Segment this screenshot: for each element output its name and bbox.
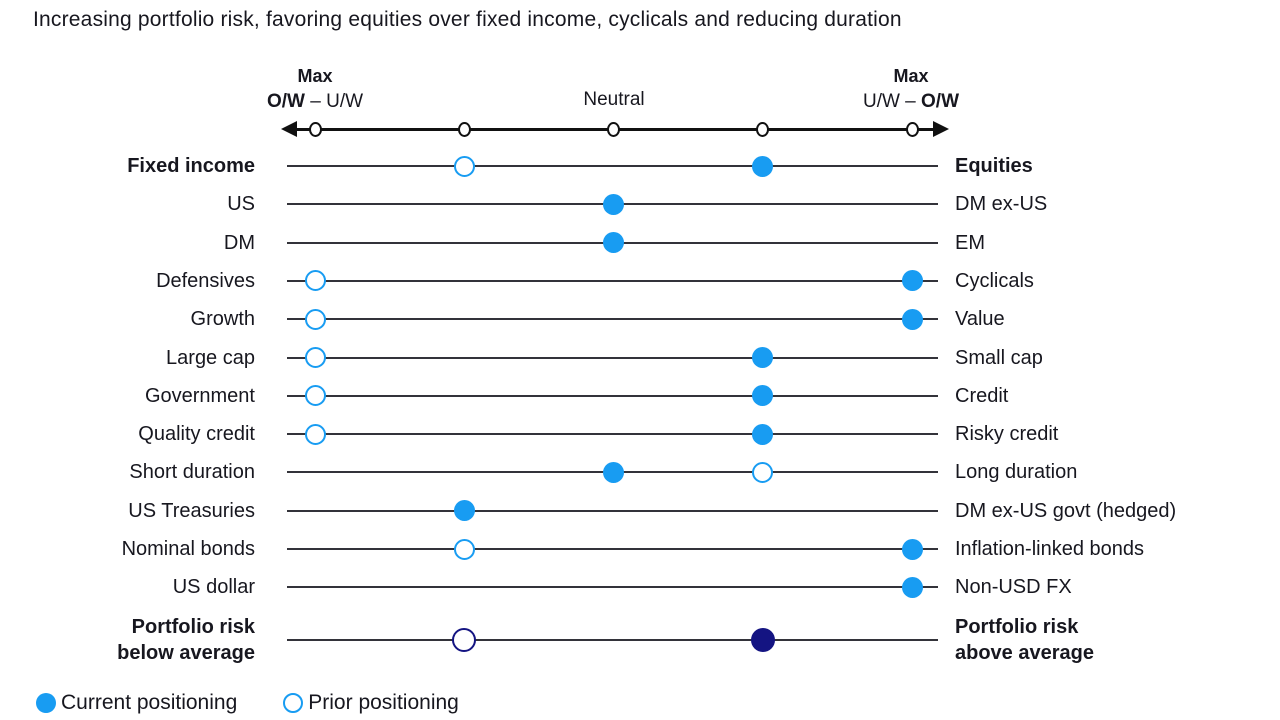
- axis-label-left-scale: O/W – U/W: [266, 91, 364, 112]
- row-label-right: DM ex-US govt (hedged): [955, 499, 1177, 522]
- legend-item-current: Current positioning: [36, 691, 237, 715]
- row-line: [287, 548, 938, 550]
- axis-tick-circle: [607, 122, 620, 137]
- row-line: [287, 318, 938, 321]
- prior-dot: [304, 347, 326, 368]
- current-dot: [603, 232, 624, 254]
- prior-dot: [304, 385, 326, 407]
- legend-current-label: Current positioning: [61, 691, 238, 714]
- row-label-right: Equities: [955, 155, 1033, 177]
- row-label-right: Cyclicals: [955, 269, 1034, 292]
- row-label-right: Risky credit: [955, 423, 1059, 446]
- current-dot: [752, 423, 774, 445]
- prior-dot: [304, 308, 326, 330]
- current-dot: [901, 270, 923, 292]
- axis-arrow-right-icon: [933, 120, 949, 137]
- axis-label-right-max: Max: [893, 66, 929, 86]
- legend: Current positioning Prior positioning: [36, 691, 459, 715]
- legend-item-prior: Prior positioning: [283, 691, 459, 715]
- current-dot-icon: [36, 693, 56, 713]
- row-label-right: EM: [955, 231, 985, 254]
- current-dot: [603, 193, 624, 215]
- axis-arrow-left-icon: [281, 120, 297, 137]
- current-dot: [752, 155, 774, 177]
- current-dot: [752, 347, 774, 368]
- row-line: [287, 639, 938, 641]
- current-dot: [901, 308, 923, 330]
- row-label-left: DM: [223, 231, 255, 254]
- prior-dot: [453, 155, 475, 177]
- row-label-left: Large cap: [166, 346, 255, 369]
- axis-label-neutral: Neutral: [583, 89, 645, 110]
- row-label-left: US Treasuries: [128, 499, 255, 522]
- row-label-left: Government: [144, 384, 255, 407]
- row-label-right: Credit: [955, 384, 1009, 407]
- axis-tick-circle: [905, 122, 919, 137]
- axis-label-left-max: Max: [297, 66, 333, 86]
- prior-dot: [304, 270, 326, 292]
- current-dot: [901, 576, 923, 598]
- current-dot: [750, 628, 775, 652]
- current-dot: [901, 538, 923, 560]
- prior-dot: [452, 628, 477, 652]
- row-label-right: Portfolio risk above average: [955, 616, 1094, 664]
- current-dot: [603, 461, 624, 483]
- prior-dot: [304, 423, 326, 445]
- axis-label-left: Max O/W – U/W: [267, 64, 363, 114]
- row-label-left: US: [227, 193, 255, 216]
- row-line: [287, 586, 938, 589]
- row-label-right: Value: [955, 308, 1005, 331]
- axis-label-right-scale: U/W – O/W: [862, 91, 960, 112]
- row-label-left: Nominal bonds: [121, 538, 255, 560]
- prior-dot: [752, 461, 774, 483]
- row-label-left: US dollar: [172, 576, 255, 599]
- row-line: [287, 356, 938, 359]
- row-label-left: Short duration: [129, 461, 255, 484]
- axis-tick-circle: [308, 122, 322, 137]
- row-label-right: Small cap: [955, 346, 1043, 369]
- row-label-left: Quality credit: [138, 423, 255, 446]
- row-label-right: Non-USD FX: [955, 576, 1072, 599]
- prior-dot-icon: [283, 693, 304, 713]
- row-label-right: DM ex-US: [955, 193, 1048, 216]
- page-title: Increasing portfolio risk, favoring equi…: [33, 8, 902, 31]
- legend-prior-label: Prior positioning: [308, 691, 459, 714]
- row-line: [287, 394, 938, 397]
- current-dot: [752, 385, 774, 407]
- axis-label-right: Max U/W – O/W: [863, 64, 959, 114]
- row-line: [287, 509, 938, 512]
- row-line: [287, 165, 938, 167]
- row-label-left: Growth: [190, 308, 255, 331]
- row-label-left: Defensives: [156, 269, 255, 292]
- current-dot: [453, 500, 475, 522]
- axis-tick-circle: [457, 122, 471, 137]
- row-line: [287, 279, 938, 282]
- row-label-left: Portfolio risk below average: [117, 616, 255, 664]
- prior-dot: [453, 538, 475, 560]
- row-label-left: Fixed income: [127, 155, 255, 177]
- axis-tick-circle: [756, 122, 770, 137]
- row-label-right: Inflation-linked bonds: [955, 538, 1145, 560]
- row-label-right: Long duration: [955, 461, 1078, 484]
- row-line: [287, 433, 938, 436]
